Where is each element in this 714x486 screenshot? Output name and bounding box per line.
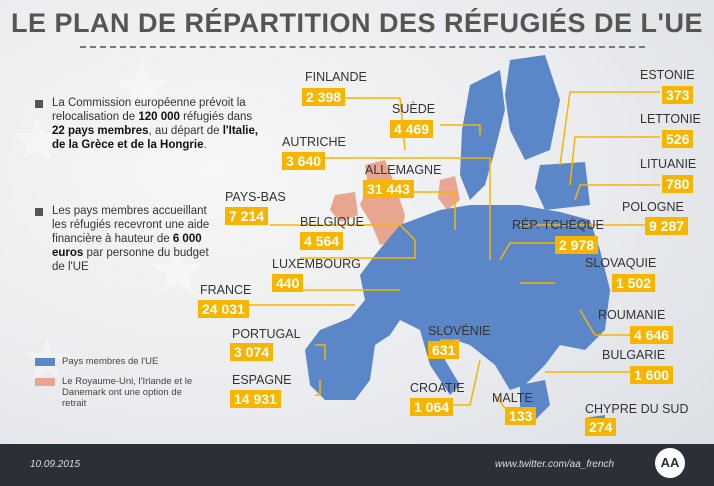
country-name-bulgarie: BULGARIE [602,348,666,362]
country-name-rep-tcheque: RÉP. TCHÈQUE [512,218,604,232]
country-value-espagne: 14 931 [230,390,281,408]
map-baltics [535,162,590,210]
bullet-icon [35,100,43,108]
title-divider [80,46,645,48]
country-name-chypre-du-sud: CHYPRE DU SUD [585,402,689,416]
aa-logo-icon: AA [655,448,685,478]
footer-date: 10.09.2015 [30,459,81,470]
country-value-slovenie: 631 [428,341,460,359]
country-name-allemagne: ALLEMAGNE [365,163,442,177]
country-name-pays-bas: PAYS-BAS [225,190,286,204]
country-name-belgique: BELGIQUE [300,215,364,229]
country-name-lettonie: LETTONIE [640,112,701,126]
map-sweden [460,70,505,200]
country-value-pologne: 9 287 [645,217,689,235]
eu-star-icon: ★ [10,106,64,173]
map-finland [505,55,560,160]
eu-star-icon: ★ [110,48,175,128]
country-name-suede: SUÈDE [392,102,436,116]
country-name-estonie: ESTONIE [640,68,695,82]
country-name-roumanie: ROUMANIE [598,308,666,322]
footer-twitter-link[interactable]: www.twitter.com/aa_french [495,459,615,470]
country-name-lituanie: LITUANIE [640,157,697,171]
eu-star-icon: ★ [145,231,210,311]
country-value-bulgarie: 1 600 [630,366,674,384]
country-name-croatie: CROATIE [410,381,465,395]
country-value-luxembourg: 440 [272,274,304,292]
intro-paragraph-1: La Commission européenne prévoit la relo… [52,97,259,151]
map-denmark [438,176,460,210]
page-title: LE PLAN DE RÉPARTITION DES RÉFUGIÉS DE L… [11,8,703,38]
legend-optout-label: Le Royaume-Uni, l'Irlande et le Danemark… [62,376,193,409]
bullet-icon [35,208,43,216]
country-value-malte: 133 [505,407,537,425]
country-value-finlande: 2 398 [302,88,346,106]
country-value-croatie: 1 064 [410,398,454,416]
country-name-pologne: POLOGNE [622,200,684,214]
legend-member-label: Pays membres de l'UE [62,356,159,367]
country-name-autriche: AUTRICHE [282,135,346,149]
intro-paragraph-2: Les pays membres accueillant les réfugié… [52,205,210,273]
country-name-espagne: ESPAGNE [232,373,292,387]
country-value-suede: 4 469 [390,120,434,138]
country-value-roumanie: 4 646 [630,326,674,344]
country-value-allemagne: 31 443 [363,180,414,198]
legend-optout-swatch [35,378,55,386]
country-name-portugal: PORTUGAL [232,327,301,341]
country-value-lituanie: 780 [662,175,694,193]
map-ireland [330,192,358,222]
country-value-rep-tcheque: 2 978 [555,236,599,254]
country-value-belgique: 4 564 [300,232,344,250]
country-name-france: FRANCE [200,283,252,297]
country-value-estonie: 373 [662,86,694,104]
map-mainland [305,205,610,400]
country-name-slovaquie: SLOVAQUIE [585,256,657,270]
country-value-france: 24 031 [198,300,249,318]
country-name-luxembourg: LUXEMBOURG [272,257,361,271]
footer [0,444,714,486]
country-value-slovaquie: 1 502 [612,274,656,292]
legend-member-swatch [35,358,55,366]
country-value-autriche: 3 640 [282,152,326,170]
country-name-finlande: FINLANDE [305,70,367,84]
country-value-portugal: 3 074 [230,343,274,361]
country-value-lettonie: 526 [662,130,694,148]
country-value-pays-bas: 7 214 [225,207,269,225]
country-name-malte: MALTE [492,391,533,405]
country-name-slovenie: SLOVÉNIE [428,324,491,338]
country-value-chypre-du-sud: 274 [585,418,617,436]
